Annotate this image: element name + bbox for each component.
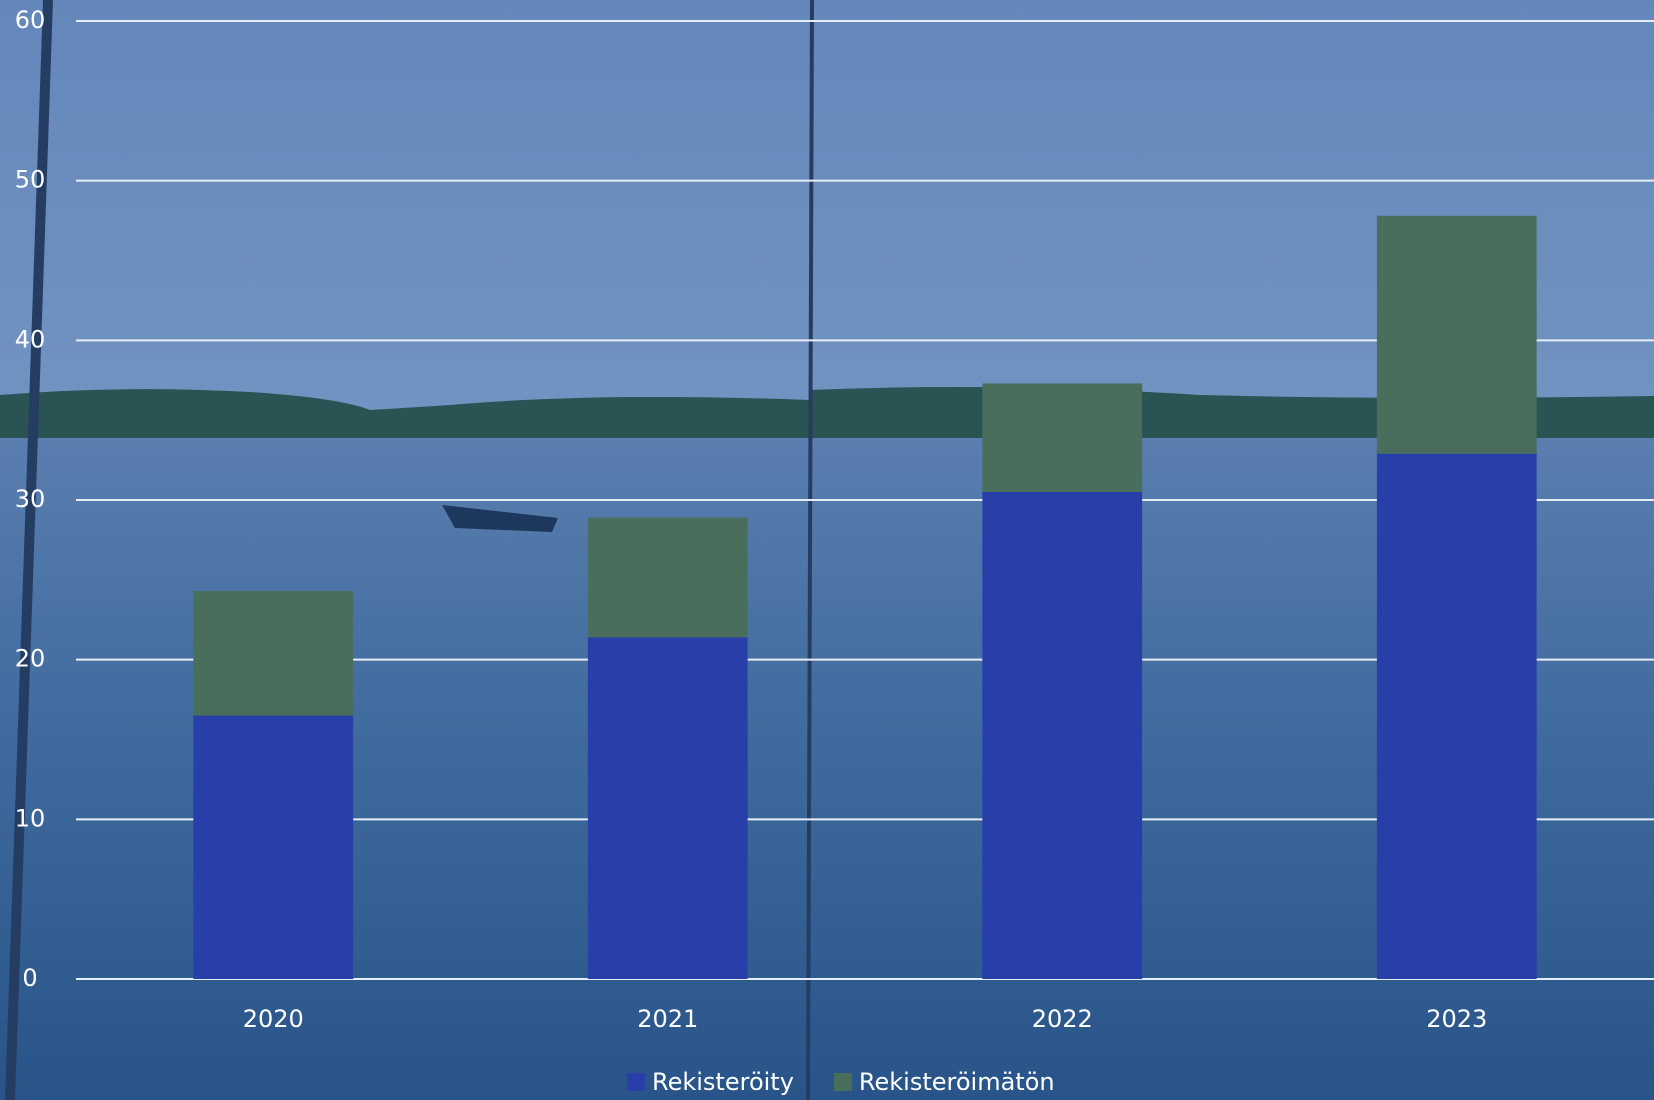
bar-segment — [1377, 454, 1537, 979]
bar-segment — [1377, 216, 1537, 454]
bar-segment — [982, 492, 1142, 979]
legend-label: Rekisteröity — [652, 1068, 794, 1096]
y-tick-label: 10 — [15, 804, 46, 832]
y-tick-label: 50 — [15, 166, 46, 194]
bar-segment — [193, 591, 353, 716]
y-tick-label: 0 — [22, 964, 37, 992]
legend-label: Rekisteröimätön — [859, 1068, 1055, 1096]
y-tick-label: 30 — [15, 485, 46, 513]
y-tick-label: 40 — [15, 325, 46, 353]
x-tick-label: 2023 — [1426, 1005, 1487, 1033]
bar-segment — [588, 518, 748, 638]
y-tick-label: 20 — [15, 645, 46, 673]
legend-swatch — [627, 1073, 645, 1091]
chart: 0 10 20 30 40 50 60 2020 2021 2022 2023 Rekisteröit… — [0, 0, 1654, 1100]
x-tick-label: 2020 — [243, 1005, 304, 1033]
x-tick-label: 2022 — [1032, 1005, 1093, 1033]
bar-segment — [982, 383, 1142, 492]
page: 0 10 20 30 40 50 60 2020 2021 2022 2023 Rekisteröit… — [0, 0, 1654, 1100]
bar-segment — [588, 637, 748, 979]
x-tick-label: 2021 — [637, 1005, 698, 1033]
y-tick-label: 60 — [15, 6, 46, 34]
legend-swatch — [834, 1073, 852, 1091]
bar-segment — [193, 716, 353, 979]
